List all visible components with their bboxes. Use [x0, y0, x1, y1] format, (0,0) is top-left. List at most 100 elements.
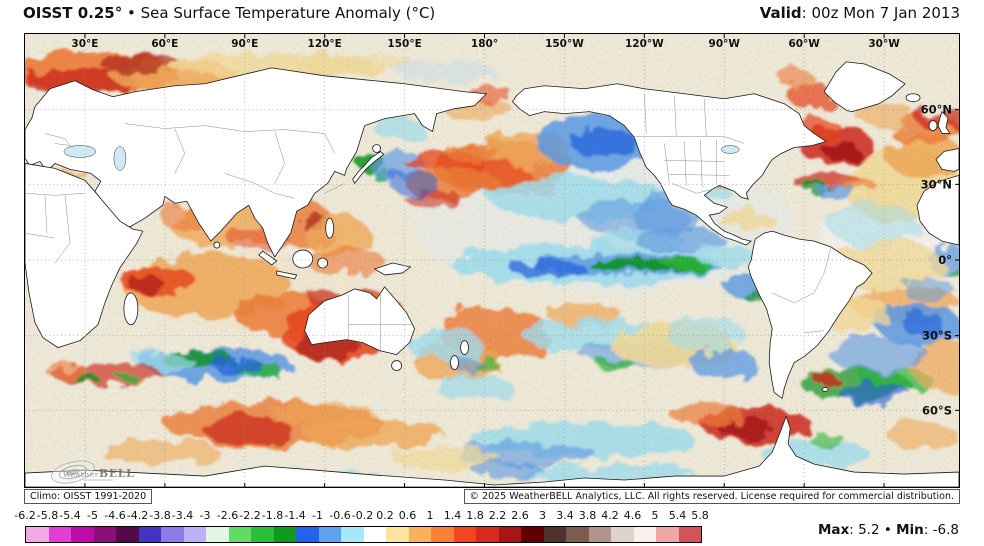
colorbar-segment: [48, 527, 71, 542]
product-name: OISST 0.25°: [23, 4, 123, 22]
colorbar-tick-label: -1.4: [284, 509, 306, 522]
colorbar-tick-label: -5: [87, 509, 98, 522]
lon-label: 60°E: [151, 38, 178, 50]
colorbar-segment: [296, 527, 319, 542]
colorbar-tick-label: 2.2: [488, 509, 507, 522]
colorbar-segment: [588, 527, 611, 542]
colorbar-segment: [633, 527, 656, 542]
edge-ticks: [84, 34, 959, 487]
colorbar-segment: [431, 527, 454, 542]
colorbar-tick-label: 5.8: [691, 509, 709, 522]
colorbar-ticks: -6.2 -5.8 -5.4 -5 -4.6 -4.2 -3.8 -3.4 -3 -2.6 -2.2…: [14, 509, 725, 524]
colorbar-tick-label: 1.8: [466, 509, 484, 522]
climo-note: Climo: OISST 1991-2020: [24, 489, 153, 504]
inland-seas: [63, 145, 740, 171]
lat-label: 30°S: [922, 329, 952, 343]
logo-bell-text: BELL: [99, 467, 134, 480]
country-borders: [25, 93, 832, 351]
copyright-note: © 2025 WeatherBELL Analytics, LLC. All r…: [463, 489, 960, 504]
colorbar-tick-label: -5.8: [36, 509, 59, 522]
colorbar-tick-label: -3: [199, 509, 211, 522]
colorbar-tick-label: 0.2: [376, 509, 394, 522]
map-svg: 30°E 60°E 90°E 120°E 150°E 180° 150°W 120°W 90°W…: [25, 34, 959, 487]
colorbar-tick-label: -1: [312, 509, 323, 522]
lat-label: 0°: [938, 253, 952, 267]
colorbar-segment: [228, 527, 251, 542]
colorbar-tick-label: -4.2: [126, 509, 149, 522]
lat-label: 30°N: [921, 177, 952, 191]
colorbar-segment: [611, 527, 634, 542]
lon-label: 60°W: [788, 38, 820, 50]
colorbar-tick-label: 5.4: [668, 509, 687, 522]
colorbar-segment: [71, 527, 94, 542]
colorbar-tick-label: -6.2: [14, 509, 36, 522]
lon-label: 120°W: [625, 38, 664, 50]
colorbar-tick-label: -0.6: [329, 509, 351, 522]
colorbar-tick-label: 5: [651, 509, 659, 522]
colorbar-segment: [161, 527, 184, 542]
lon-label: 30°E: [71, 38, 98, 50]
colorbar-tick-label: -2.2: [239, 509, 261, 522]
colorbar-tick-label: 1.4: [443, 509, 462, 522]
colorbar-segment: [476, 527, 499, 542]
colorbar-segment: [318, 527, 341, 542]
lon-label: 180°: [471, 38, 498, 50]
valid-value: : 00z Mon 7 Jan 2013: [801, 4, 960, 22]
lon-label: 150°E: [387, 38, 421, 50]
lon-label: 120°E: [308, 38, 342, 50]
colorbar-bar: [25, 526, 702, 543]
colorbar-tick-label: -4.6: [104, 509, 126, 522]
valid-time: Valid: 00z Mon 7 Jan 2013: [760, 4, 960, 22]
colorbar-segment: [521, 527, 544, 542]
colorbar-tick-label: 3.4: [556, 509, 574, 522]
min-label: Min: [896, 522, 924, 538]
colorbar-segment: [656, 527, 679, 542]
land-group: [25, 61, 959, 487]
min-value: : -6.8: [923, 522, 959, 538]
colorbar-tick-label: 1: [426, 509, 434, 522]
colorbar-tick-label: 4.6: [623, 509, 642, 522]
figure-title: OISST 0.25° • Sea Surface Temperature An…: [23, 4, 435, 22]
colorbar-segment: [566, 527, 589, 542]
max-value: : 5.2: [849, 522, 880, 538]
weatherbell-logo: WeatherBELL: [50, 460, 134, 484]
colorbar-tick-label: -2.6: [216, 509, 239, 522]
colorbar-segment: [206, 527, 229, 542]
colorbar-tick-label: 2.6: [511, 509, 529, 522]
max-label: Max: [817, 522, 850, 538]
max-min-readout: Max: 5.2 • Min: -6.8: [818, 522, 959, 538]
lat-label: 60°N: [921, 103, 952, 117]
lon-label: 90°W: [709, 38, 741, 50]
colorbar-segment: [386, 527, 409, 542]
colorbar-tick-label: 3: [539, 509, 546, 522]
colorbar-segment: [678, 527, 701, 542]
colorbar-tick-label: 0.6: [398, 509, 417, 522]
sst-anomaly-map: 30°E 60°E 90°E 120°E 150°E 180° 150°W 120°W 90°W…: [24, 33, 960, 488]
lon-label: 90°E: [231, 38, 258, 50]
colorbar-segment: [498, 527, 521, 542]
colorbar-segment: [341, 527, 364, 542]
colorbar-tick-label: 4.2: [601, 509, 619, 522]
colorbar-segment: [408, 527, 431, 542]
colorbar-tick-label: -5.4: [59, 509, 81, 522]
colorbar-tick-label: -3.8: [149, 509, 171, 522]
colorbar-tick-label: -3.4: [171, 509, 194, 522]
bullet: •: [883, 522, 892, 538]
colorbar-segment: [93, 527, 116, 542]
colorbar-tick-label: 3.8: [578, 509, 597, 522]
colorbar-tick-label: -0.2: [351, 509, 374, 522]
valid-label: Valid: [759, 4, 802, 22]
colorbar-segment: [363, 527, 386, 542]
colorbar-segment: [273, 527, 296, 542]
lon-label: 30°W: [868, 38, 900, 50]
colorbar-segment: [116, 527, 139, 542]
title-text: • Sea Surface Temperature Anomaly (°C): [127, 4, 436, 22]
colorbar-segment: [251, 527, 274, 542]
lon-label: 150°W: [545, 38, 584, 50]
colorbar-segment: [26, 527, 49, 542]
colorbar-segment: [138, 527, 161, 542]
logo-weather-text: WeatherBELL: [63, 467, 134, 480]
lat-label: 60°S: [922, 403, 952, 417]
colorbar-segment: [453, 527, 476, 542]
